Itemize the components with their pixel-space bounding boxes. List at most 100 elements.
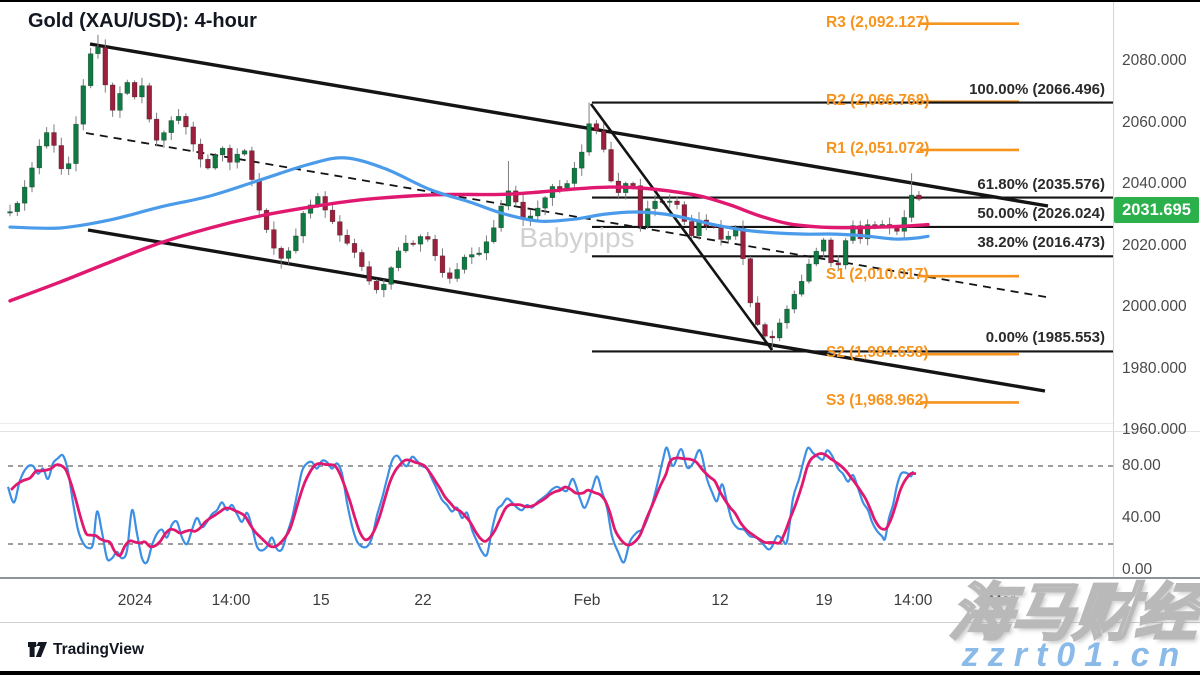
candle-body <box>513 190 519 203</box>
tradingview-logo-text: TradingView <box>53 640 145 658</box>
pivot-label-r1[interactable]: R1 (2,051.072) <box>826 139 930 157</box>
candle-body <box>146 85 152 120</box>
candle-body <box>205 158 211 169</box>
ma-blue-line[interactable] <box>8 156 930 241</box>
candle-body <box>439 255 446 274</box>
candle-body <box>29 167 35 188</box>
candle-body <box>58 145 65 170</box>
candle-body <box>87 53 94 87</box>
site-watermark-url: zzrt01.cn <box>961 636 1189 674</box>
price-axis-label: 1960.000 <box>1122 421 1187 438</box>
chart-title: Gold (XAU/USD): 4-hour <box>28 10 257 32</box>
tradingview-logo[interactable]: TradingView <box>28 640 144 659</box>
pivot-label-r3[interactable]: R3 (2,092.127) <box>826 13 930 31</box>
candle-body <box>776 322 783 339</box>
time-axis-label: 14:00 <box>893 592 933 609</box>
candle-body <box>212 154 218 169</box>
pane-separator <box>0 423 1113 424</box>
candle-body <box>850 225 856 241</box>
candle-body <box>828 239 834 264</box>
time-axis-label: Feb <box>573 592 601 609</box>
candle-body <box>432 238 438 257</box>
candle-body <box>95 46 101 55</box>
candle-body <box>168 120 174 133</box>
time-axis-label: 2024 <box>117 592 153 609</box>
candle-body <box>395 250 402 269</box>
candle-body <box>117 93 123 111</box>
candle-body <box>447 272 453 279</box>
fib-label-1[interactable]: 61.80% (2035.576) <box>977 175 1105 193</box>
stoch-k-line[interactable] <box>6 446 915 565</box>
price-axis-label: 2060.000 <box>1122 113 1187 131</box>
candle-body <box>798 280 805 295</box>
ma-pink-line[interactable] <box>8 185 930 303</box>
candle-body <box>542 197 548 209</box>
pivot-label-r2[interactable]: R2 (2,066.768) <box>826 91 930 109</box>
babypips-watermark: Babypips <box>519 222 635 253</box>
price-axis-label: 2000.000 <box>1122 298 1187 315</box>
candle-body <box>344 234 350 244</box>
candle-body <box>359 252 365 267</box>
candle-body <box>403 242 409 252</box>
candle-body <box>190 126 196 145</box>
candle-body <box>791 293 798 310</box>
candle-body <box>908 194 915 218</box>
candle-body <box>725 235 732 240</box>
candle-body <box>864 224 871 240</box>
time-axis-label: 15 <box>312 592 330 609</box>
candle-body <box>461 256 468 270</box>
candle-body <box>36 145 43 169</box>
time-axis-label: Mar <box>988 592 1016 609</box>
candle-body <box>219 147 226 156</box>
candle-body <box>102 46 108 86</box>
price-axis-label: 2020.000 <box>1122 236 1187 254</box>
stoch-axis-label-40: 40.00 <box>1122 509 1161 526</box>
trendline-steep[interactable] <box>589 103 774 351</box>
price-axis-label: 2080.000 <box>1122 52 1187 69</box>
frame-top-border <box>0 0 1200 2</box>
tradingview-logo-icon <box>28 642 47 657</box>
candle-body <box>637 185 644 227</box>
candle-body <box>769 335 776 339</box>
candle-body <box>227 147 233 163</box>
candle-body <box>43 132 50 147</box>
trendline-channel-lower[interactable] <box>87 228 1046 393</box>
candle-body <box>263 209 270 230</box>
candle-body <box>491 227 497 243</box>
candle-body <box>842 240 849 266</box>
fib-label-2[interactable]: 50.00% (2026.024) <box>977 204 1105 222</box>
candle-body <box>7 211 13 214</box>
pivot-label-s2[interactable]: S2 (1,984.658) <box>826 344 929 362</box>
candle-body <box>469 254 475 258</box>
stoch-axis-label-80: 80.00 <box>1122 457 1161 474</box>
candle-body <box>784 308 790 324</box>
candle-body <box>916 194 922 200</box>
candle-body <box>109 84 116 111</box>
candle-body <box>366 266 372 282</box>
candle-body <box>520 201 526 220</box>
candle-body <box>373 280 380 291</box>
fib-label-3[interactable]: 38.20% (2016.473) <box>977 234 1105 252</box>
time-axis-label: 19 <box>815 592 833 609</box>
frame-bottom-border <box>0 671 1200 675</box>
candle-body <box>161 132 167 141</box>
candle-body <box>652 200 658 209</box>
pivot-label-s1[interactable]: S1 (2,010.017) <box>826 266 929 284</box>
candle-body <box>476 252 482 255</box>
candle-body <box>806 263 812 282</box>
stoch-d-line[interactable] <box>10 452 917 558</box>
last-price-badge: 2031.695 <box>1114 196 1199 223</box>
candle-body <box>571 167 578 184</box>
fib-label-0[interactable]: 100.00% (2066.496) <box>969 80 1105 98</box>
candle-body <box>454 269 460 279</box>
fib-label-4[interactable]: 0.00% (1985.553) <box>985 329 1105 347</box>
candle-body <box>666 200 673 203</box>
candle-body <box>754 302 761 325</box>
trendline-channel-upper[interactable] <box>89 42 1049 208</box>
candle-body <box>388 267 394 285</box>
candle-body <box>256 179 262 211</box>
candle-body <box>329 209 336 222</box>
pivot-label-s3[interactable]: S3 (1,968.962) <box>826 392 929 410</box>
candle-body <box>293 235 299 252</box>
